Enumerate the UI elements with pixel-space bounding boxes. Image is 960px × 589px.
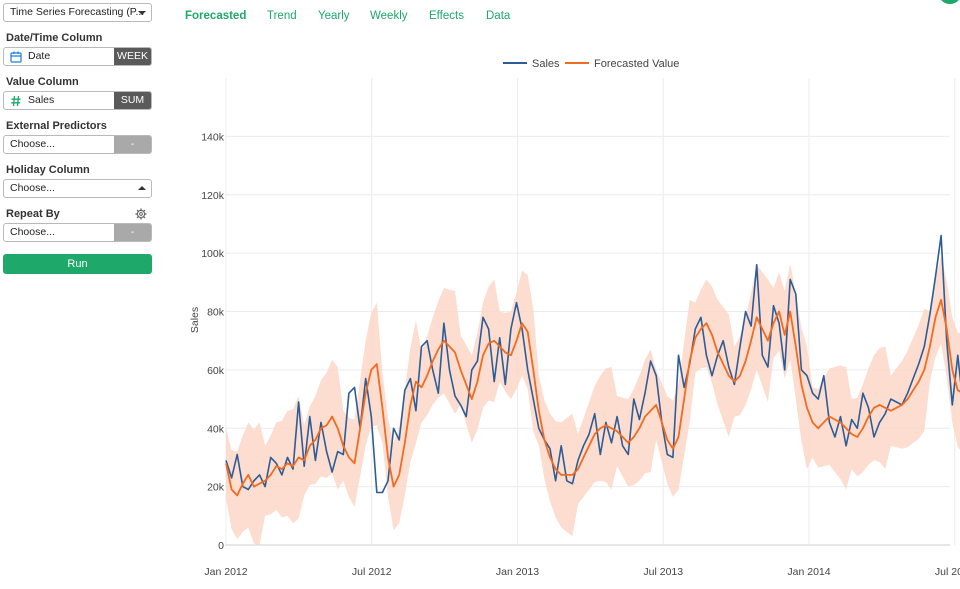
chevron-down-icon xyxy=(138,11,146,15)
y-tick-label: 0 xyxy=(218,540,224,552)
aggregation-button[interactable]: SUM xyxy=(114,92,151,109)
holiday-column-label: Holiday Column xyxy=(6,164,90,176)
x-tick-label: Jul 2012 xyxy=(352,566,392,578)
analysis-type-value: Time Series Forecasting (P... xyxy=(10,6,145,18)
status-indicator xyxy=(940,0,960,4)
date-column-label: Date/Time Column xyxy=(6,32,103,44)
repeat-by-remove-button[interactable]: - xyxy=(114,224,151,241)
external-predictors-remove-button[interactable]: - xyxy=(114,136,151,153)
analysis-type-select[interactable]: Time Series Forecasting (P... xyxy=(3,3,152,22)
legend-label: Sales xyxy=(532,58,560,70)
sales-series-line xyxy=(225,234,960,494)
settings-panel: Time Series Forecasting (P... Date/Time … xyxy=(0,0,160,589)
y-tick-label: 80k xyxy=(207,307,225,319)
external-predictors-placeholder: Choose... xyxy=(10,138,55,150)
y-tick-label: 140k xyxy=(201,131,225,143)
y-tick-label: 100k xyxy=(201,248,225,260)
forecast-series-line xyxy=(225,298,960,497)
value-column-field[interactable]: Sales SUM xyxy=(3,91,152,110)
date-column-value: Date xyxy=(28,50,51,62)
y-tick-label: 120k xyxy=(201,190,225,202)
calendar-icon xyxy=(10,51,22,63)
forecast-interval-band xyxy=(226,256,960,545)
tab-weekly[interactable]: Weekly xyxy=(370,10,408,22)
external-predictors-label: External Predictors xyxy=(6,120,107,132)
y-tick-label: 60k xyxy=(207,365,225,377)
tab-forecasted[interactable]: Forecasted xyxy=(185,10,247,22)
date-column-field[interactable]: Date WEEK xyxy=(3,47,152,66)
repeat-by-field[interactable]: Choose... - xyxy=(3,223,152,242)
holiday-column-select[interactable]: Choose... xyxy=(3,179,152,198)
x-tick-label: Jan 2012 xyxy=(204,566,247,578)
value-column-value: Sales xyxy=(28,94,55,106)
gear-icon[interactable] xyxy=(135,208,147,220)
hash-icon xyxy=(11,95,21,107)
x-tick-label: Jul 2013 xyxy=(643,566,683,578)
tab-trend[interactable]: Trend xyxy=(267,10,297,22)
repeat-by-placeholder: Choose... xyxy=(10,226,55,238)
x-tick-label: Jan 2014 xyxy=(787,566,830,578)
tab-effects[interactable]: Effects xyxy=(429,10,464,22)
holiday-column-placeholder: Choose... xyxy=(10,182,55,194)
y-axis-label: Sales xyxy=(189,307,201,333)
x-tick-label: Jul 2014 xyxy=(935,566,960,578)
repeat-by-label: Repeat By xyxy=(6,208,60,220)
external-predictors-field[interactable]: Choose... - xyxy=(3,135,152,154)
legend-label: Forecasted Value xyxy=(594,58,679,70)
x-tick-label: Jan 2013 xyxy=(496,566,539,578)
run-button[interactable]: Run xyxy=(3,254,152,274)
date-unit-button[interactable]: WEEK xyxy=(114,48,151,65)
value-column-label: Value Column xyxy=(6,76,79,88)
y-tick-label: 20k xyxy=(207,482,225,494)
y-tick-label: 40k xyxy=(207,423,225,435)
chevron-up-icon xyxy=(138,186,146,190)
tab-yearly[interactable]: Yearly xyxy=(318,10,350,22)
tab-data[interactable]: Data xyxy=(486,10,511,22)
